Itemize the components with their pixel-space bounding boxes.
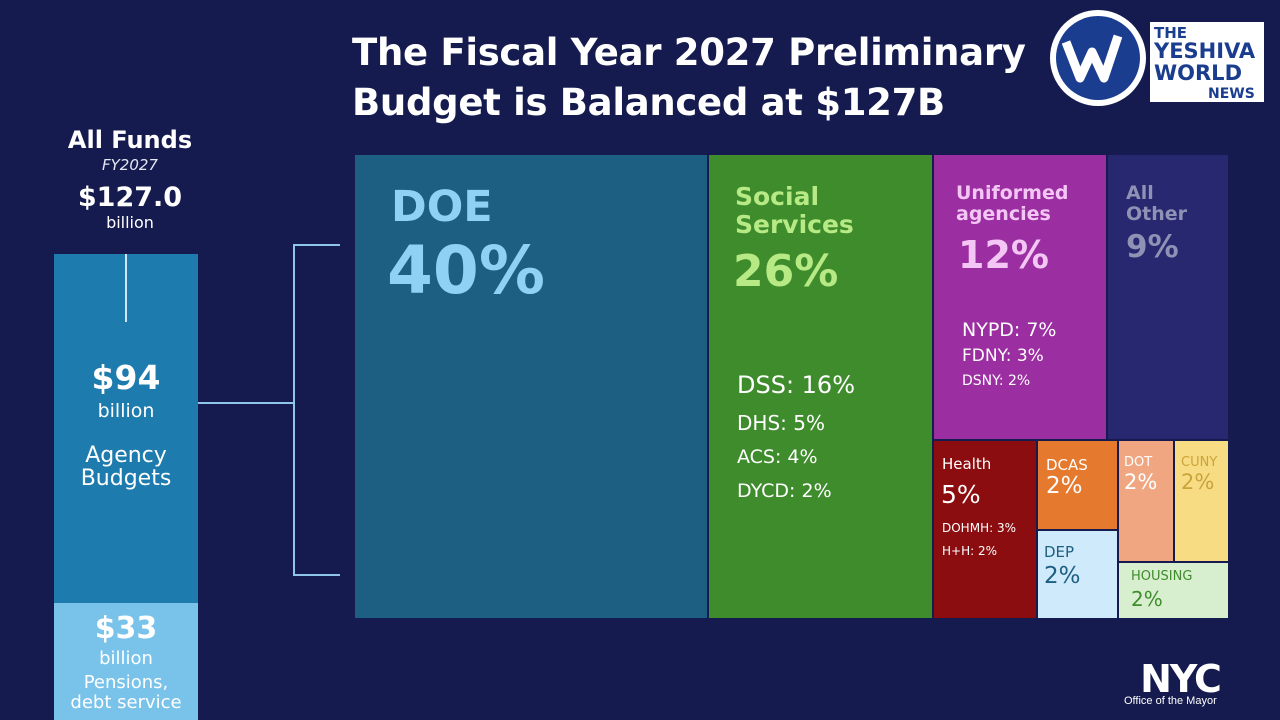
tile-uniform-sub-nypd: NYPD: 7%	[962, 319, 1057, 341]
yw-logo-text-yeshiva: YESHIVA	[1153, 39, 1256, 63]
tile-uniform-label: Uniformed agencies	[956, 183, 1068, 225]
pension-bar-desc-line1: Pensions,	[83, 672, 169, 693]
yw-logo-text-world: WORLD	[1154, 61, 1242, 85]
tile-cuny: CUNY 2%	[1175, 441, 1228, 561]
tile-all-other: All Other 9%	[1108, 155, 1228, 439]
tile-social-pct: 26%	[733, 246, 839, 297]
tile-dcas-label: DCAS	[1046, 456, 1088, 474]
tile-dot-label: DOT	[1124, 455, 1153, 470]
tile-dep-label: DEP	[1044, 543, 1075, 561]
title-line-1: The Fiscal Year 2027 Preliminary	[352, 31, 1026, 74]
tile-other-label-line1: All	[1126, 182, 1154, 204]
tile-other-label-line2: Other	[1126, 203, 1188, 225]
agency-bar-tick	[125, 254, 127, 322]
tile-uniform-label-line2: agencies	[956, 203, 1051, 225]
all-funds-unit: billion	[106, 213, 154, 232]
agency-bar-description: Agency Budgets	[54, 444, 198, 490]
nyc-caption: Office of the Mayor	[1124, 695, 1217, 707]
agency-budgets-bar: $94 billion Agency Budgets	[54, 254, 198, 603]
tile-health-label: Health	[942, 455, 992, 473]
tile-social-services: Social Services 26% DSS: 16% DHS: 5% ACS…	[709, 155, 932, 618]
agency-bar-unit: billion	[97, 400, 155, 422]
tile-social-label-line2: Services	[735, 210, 854, 239]
tile-social-sub-dycd: DYCD: 2%	[737, 480, 832, 502]
connector-horizontal	[198, 402, 294, 404]
connector-top	[293, 244, 340, 246]
title-line-2: Budget is Balanced at $127B	[352, 81, 945, 124]
yw-logo-w-icon	[1061, 34, 1123, 83]
all-funds-header: All Funds FY2027 $127.0 billion	[50, 125, 210, 231]
tile-housing: HOUSING 2%	[1119, 563, 1228, 618]
nyc-logo-text: NYC	[1140, 658, 1220, 698]
pension-bar-amount: $33	[94, 611, 158, 646]
tile-dcas-pct: 2%	[1046, 473, 1083, 499]
tile-cuny-label: CUNY	[1181, 455, 1218, 470]
connector-vertical	[293, 244, 295, 576]
tile-uniformed-agencies: Uniformed agencies 12% NYPD: 7% FDNY: 3%…	[934, 155, 1106, 439]
nyc-logo: NYC	[1140, 658, 1222, 698]
tile-housing-label: HOUSING	[1131, 569, 1193, 584]
pension-bar-unit: billion	[99, 648, 153, 669]
tile-other-pct: 9%	[1126, 229, 1179, 265]
tile-social-sub-dss: DSS: 16%	[737, 371, 856, 399]
tile-social-sub-dhs: DHS: 5%	[737, 411, 825, 435]
pension-bar-desc-line2: debt service	[70, 692, 182, 713]
pension-bar-description: Pensions, debt service	[54, 673, 198, 713]
tile-dot-pct: 2%	[1124, 470, 1158, 494]
tile-housing-pct: 2%	[1131, 587, 1163, 611]
agency-bar-desc-line1: Agency	[85, 443, 167, 468]
tile-health-pct: 5%	[941, 480, 981, 509]
tile-dcas: DCAS 2%	[1038, 441, 1117, 529]
tile-cuny-pct: 2%	[1181, 470, 1215, 494]
yw-logo-backdrop	[1150, 22, 1264, 102]
tile-doe: DOE 40%	[355, 155, 707, 618]
tile-dot: DOT 2%	[1119, 441, 1173, 561]
yw-logo-text-news: NEWS	[1208, 86, 1255, 102]
tile-health-sub-dohmh: DOHMH: 3%	[942, 521, 1016, 535]
pensions-bar: $33 billion Pensions, debt service	[54, 603, 198, 720]
yeshiva-world-news-logo: THE YESHIVA WORLD NEWS	[1050, 10, 1264, 106]
all-funds-year: FY2027	[102, 156, 158, 174]
page-title: The Fiscal Year 2027 Preliminary Budget …	[352, 28, 1052, 128]
tile-social-sub-acs: ACS: 4%	[737, 446, 818, 468]
agency-bar-amount: $94	[91, 358, 161, 397]
tile-health-sub-hh: H+H: 2%	[942, 544, 997, 558]
tile-social-label: Social Services	[735, 183, 854, 239]
tile-dep: DEP 2%	[1038, 531, 1117, 618]
tile-uniform-label-line1: Uniformed	[956, 182, 1069, 204]
all-funds-total: $127.0	[77, 182, 183, 213]
yw-logo-text-the: THE	[1154, 24, 1187, 42]
all-funds-label: All Funds	[67, 126, 193, 154]
tile-other-label: All Other	[1126, 183, 1187, 225]
tile-dep-pct: 2%	[1044, 563, 1081, 589]
tile-health: Health 5% DOHMH: 3% H+H: 2%	[934, 441, 1036, 618]
tile-social-label-line1: Social	[735, 182, 820, 211]
tile-uniform-pct: 12%	[958, 233, 1049, 277]
tile-uniform-sub-dsny: DSNY: 2%	[962, 373, 1031, 389]
tile-doe-label: DOE	[391, 182, 493, 232]
connector-bottom	[293, 574, 340, 576]
tile-doe-pct: 40%	[387, 232, 545, 309]
agency-bar-desc-line2: Budgets	[80, 466, 172, 491]
tile-uniform-sub-fdny: FDNY: 3%	[962, 346, 1044, 366]
